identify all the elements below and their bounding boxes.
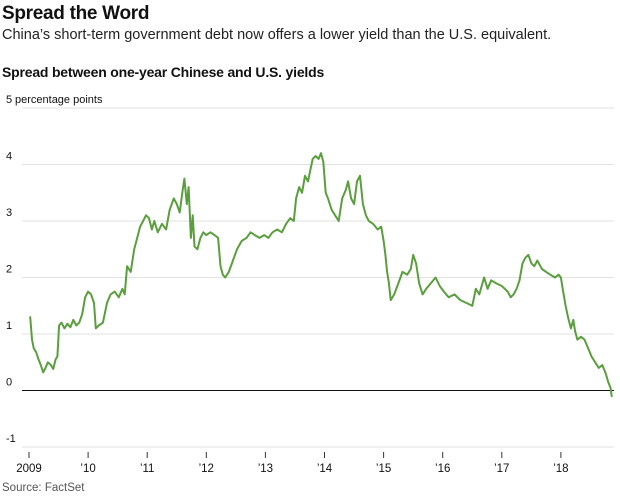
x-tick-label: ’13 — [258, 463, 273, 475]
chart-headline: Spread the Word — [2, 3, 150, 24]
gridlines — [22, 107, 614, 448]
x-tick-label: 2009 — [16, 463, 42, 475]
y-tick-label: 4 — [6, 151, 12, 163]
x-tick-label: ’17 — [494, 463, 509, 475]
x-tick-label: ’10 — [80, 463, 95, 475]
y-tick-label: -1 — [6, 433, 16, 445]
x-axis-ticks: 2009 ’10 ’11 ’12 ’13 ’14 ’15 ’16 ’17 ’18 — [16, 452, 569, 475]
series-layer — [29, 152, 613, 398]
chart-subheadline: China’s short-term government debt now o… — [2, 27, 552, 43]
y-tick-label: 5 — [6, 94, 12, 106]
y-axis-unit-label: percentage points — [15, 94, 103, 106]
y-axis-tick-labels: 5 4 3 2 1 0 -1 — [6, 94, 16, 445]
y-tick-label: 0 — [6, 377, 12, 389]
x-tick-label: ’11 — [140, 463, 155, 475]
y-tick-label: 2 — [6, 264, 12, 276]
x-tick-label: ’12 — [199, 463, 214, 475]
chart-title: Spread between one-year Chinese and U.S.… — [2, 64, 325, 80]
x-tick-label: ’16 — [435, 463, 450, 475]
x-tick-label: ’15 — [376, 463, 391, 475]
y-tick-label: 1 — [6, 320, 12, 332]
x-tick-label: ’18 — [553, 463, 568, 475]
series-line — [29, 152, 613, 398]
source-note: Source: FactSet — [2, 482, 85, 494]
x-tick-label: ’14 — [317, 463, 333, 475]
y-tick-label: 3 — [6, 207, 12, 219]
